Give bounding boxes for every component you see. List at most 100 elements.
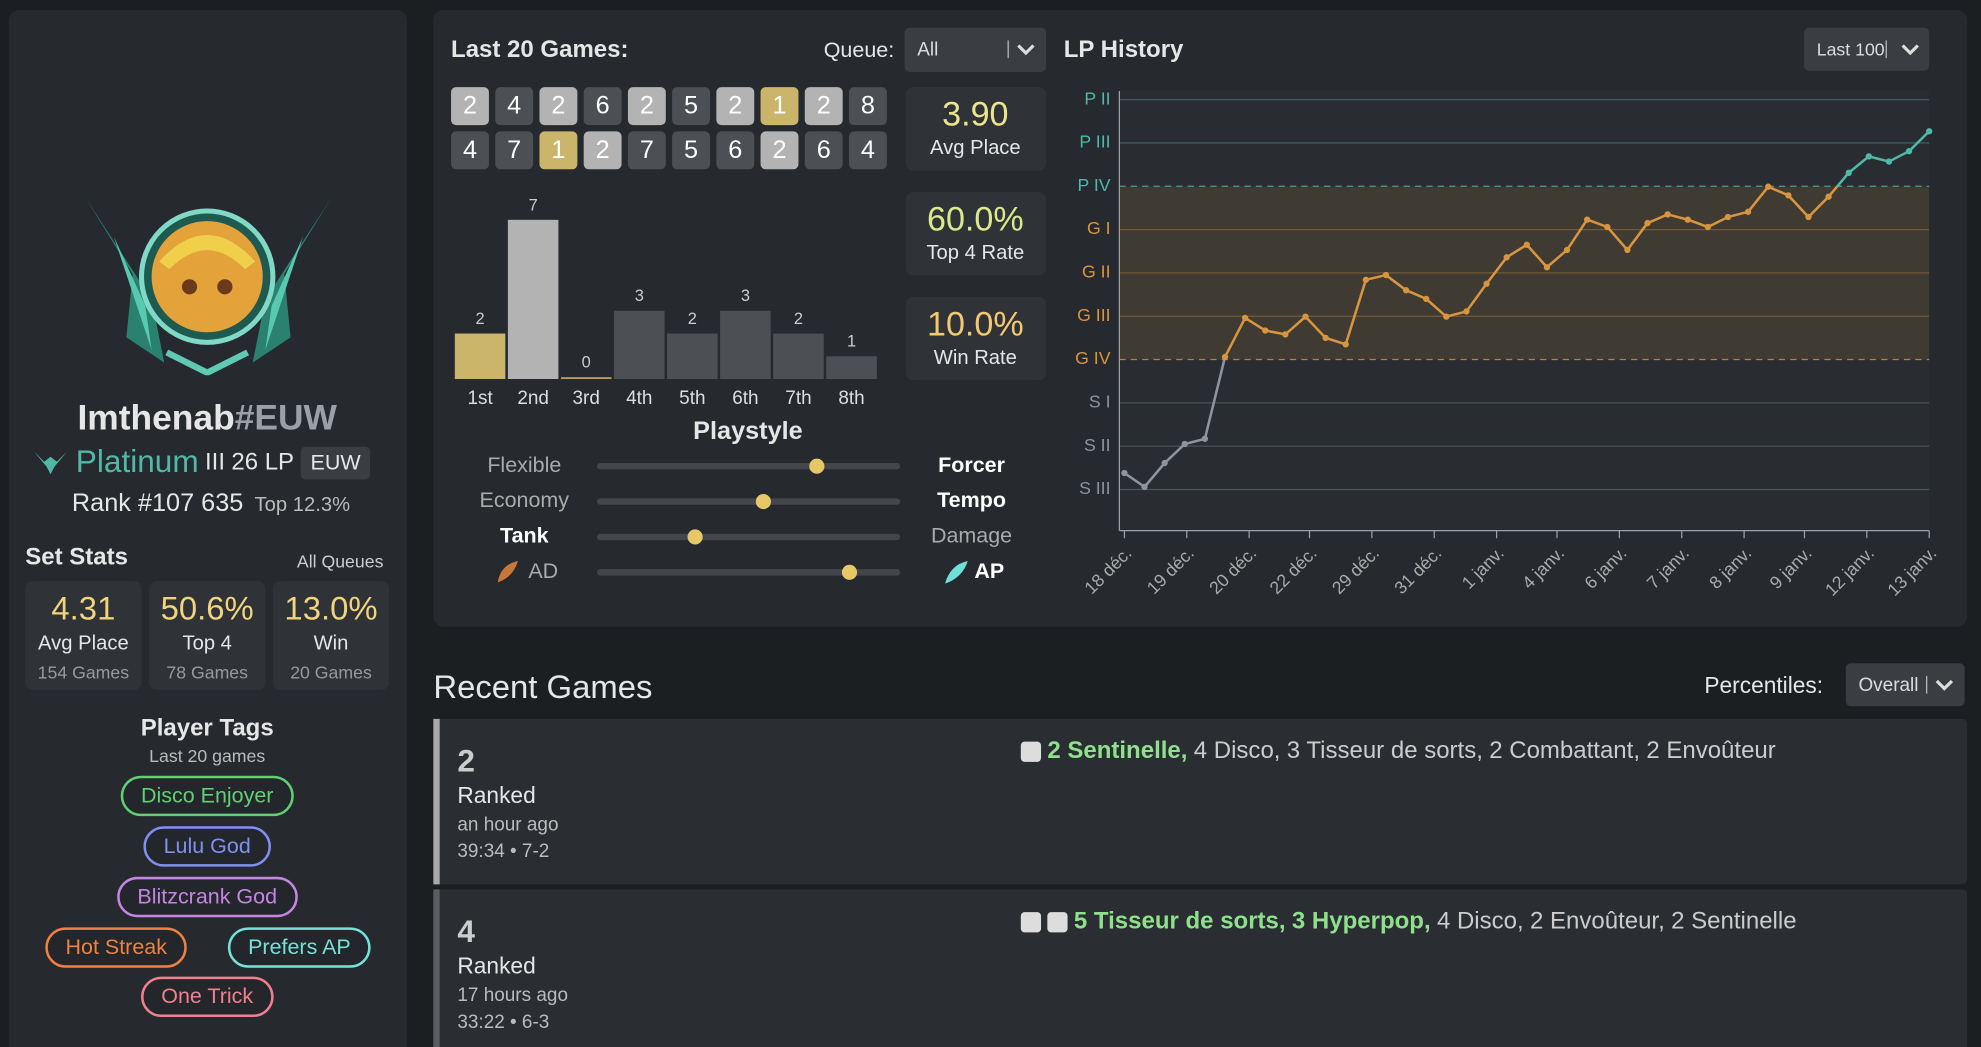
- x-tick-label: 20 déc.: [1205, 543, 1260, 598]
- lp-point: [1584, 216, 1591, 223]
- summary-box: [905, 192, 1047, 276]
- chevron: [1935, 679, 1954, 691]
- trait: 2 Envoûteur,: [1529, 908, 1665, 935]
- game-card: [433, 889, 1968, 1047]
- bar-category: 4th: [626, 388, 652, 409]
- tag-label: Hot Streak: [65, 934, 167, 959]
- slider-knob: [809, 458, 825, 474]
- trait-line: 2 Sentinelle, 4 Disco, 3 Tisseur de sorts,…: [1020, 737, 1776, 766]
- x-tick-label: 6 janv.: [1581, 543, 1631, 593]
- lp-point: [1563, 246, 1571, 254]
- player-tag: Disco Enjoyer: [120, 775, 294, 817]
- placement-box: 5: [672, 131, 711, 170]
- trait-icon: [1020, 912, 1042, 933]
- game-card: [433, 718, 1968, 885]
- placement-box: 6: [804, 131, 843, 170]
- summary-label: Win Rate: [933, 347, 1017, 369]
- lp-point: [1704, 223, 1712, 231]
- lp-point: [1805, 213, 1812, 221]
- tag-label: Blitzcrank God: [137, 884, 278, 909]
- summoner-name: Imthenab: [77, 397, 235, 438]
- player-tag: Lulu God: [143, 826, 271, 867]
- bar: [826, 356, 877, 380]
- queue-value: All: [917, 39, 939, 61]
- chevron: [1901, 44, 1919, 56]
- division: III: [205, 448, 226, 476]
- trait: 2 Sentinelle: [1671, 908, 1797, 935]
- summary-value: 10.0%: [926, 305, 1024, 344]
- game-place: 2: [457, 743, 475, 779]
- bar-category: 8th: [838, 388, 864, 409]
- lp-point: [1362, 276, 1370, 283]
- y-tick-label: G I: [1087, 218, 1111, 238]
- placement-box: 1: [539, 131, 578, 170]
- lp-point: [1402, 287, 1410, 294]
- x-tick-label: 4 janv.: [1518, 543, 1568, 593]
- percentiles-select[interactable]: Overall: [1845, 663, 1965, 707]
- bar: [614, 310, 665, 380]
- placement-box: 7: [627, 131, 666, 170]
- summary-box: [905, 87, 1047, 171]
- lp-point: [1604, 223, 1611, 231]
- game-duration: 33:22 • 6-3: [457, 1011, 550, 1033]
- lp-point: [1644, 219, 1651, 227]
- last-games-title: Last 20 Games:: [451, 36, 629, 64]
- lp-point: [1905, 148, 1913, 155]
- lp-point: [1744, 208, 1752, 215]
- trait: 4 Disco,: [1436, 908, 1524, 935]
- x-tick-label: 22 déc.: [1266, 543, 1321, 598]
- place-stripe: [433, 718, 440, 885]
- summary-label: Avg Place: [930, 137, 1021, 160]
- lp-point: [1926, 128, 1933, 135]
- set-stats-title: Set Stats: [25, 544, 128, 572]
- bar-label: 3: [635, 287, 644, 305]
- zone-band: [1119, 186, 1930, 360]
- trait: 3 Tisseur de sorts,: [1286, 737, 1483, 765]
- set-stats-filter[interactable]: All Queues: [296, 550, 384, 572]
- lp-point: [1463, 308, 1470, 315]
- lp-point: [1221, 353, 1229, 361]
- game-time: 17 hours ago: [457, 984, 568, 1007]
- x-tick-label: 1 janv.: [1458, 543, 1508, 593]
- lp-point: [1724, 213, 1732, 221]
- bar-label: 0: [582, 354, 591, 372]
- game-time: an hour ago: [457, 814, 559, 836]
- placement-box: 4: [451, 131, 489, 170]
- lp-point: [1825, 193, 1832, 200]
- y-tick-label: G IV: [1075, 348, 1111, 368]
- lp-point: [1322, 334, 1329, 342]
- playstyle-right: Tempo: [937, 488, 1006, 512]
- player-tag: Blitzcrank God: [117, 876, 298, 918]
- queue-label: Queue:: [823, 37, 895, 62]
- history-filter: Last 100: [1816, 39, 1885, 60]
- lp-point: [1443, 313, 1450, 320]
- bar: [667, 333, 718, 380]
- percentiles-value: Overall: [1858, 674, 1919, 696]
- rank-line: Platinum III 26 LP EUW: [32, 444, 371, 481]
- placement-box: 2: [760, 131, 799, 170]
- trait-line: 5 Tisseur de sorts, 3 Hyperpop, 4 Disco, 2 …: [1020, 908, 1797, 936]
- top-percent: Top 12.3%: [254, 494, 351, 517]
- y-tick-label: S II: [1084, 435, 1111, 455]
- bar-category: 7th: [785, 388, 811, 409]
- lp-point: [1523, 241, 1530, 248]
- x-tick-label: 8 janv.: [1705, 543, 1755, 593]
- placement-box: 6: [716, 131, 755, 170]
- lp-point: [1885, 158, 1893, 165]
- plot-bg: [1119, 90, 1930, 531]
- place-stripe: [433, 889, 440, 1047]
- bar-category: 5th: [679, 388, 705, 409]
- lp-point: [1503, 254, 1510, 261]
- stat-value: 13.0%: [284, 589, 378, 628]
- lp-point: [1241, 314, 1249, 322]
- placement-box: 2: [627, 87, 666, 126]
- tags-subtitle: Last 20 games: [149, 745, 266, 766]
- playstyle-right: Damage: [931, 524, 1012, 548]
- stat-games: 20 Games: [290, 662, 372, 683]
- tier: Platinum: [75, 444, 199, 480]
- player-tag: Hot Streak: [45, 927, 188, 968]
- slider-knob: [687, 529, 703, 545]
- trait-icon: [1047, 912, 1068, 933]
- lp-point: [1181, 440, 1188, 448]
